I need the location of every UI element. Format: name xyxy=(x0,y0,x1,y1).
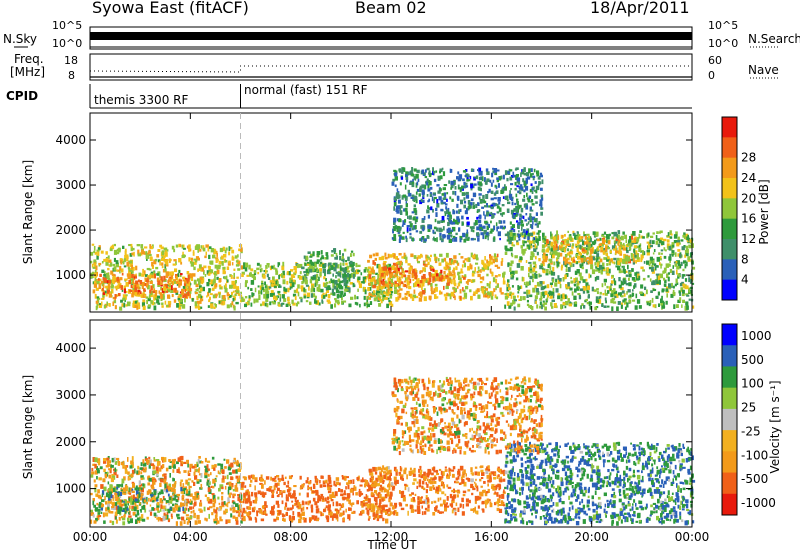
power-colorbar-tick-6: 24 xyxy=(741,171,756,185)
power-colorbar-tick-2: 8 xyxy=(741,252,749,266)
velocity-colorbar-tick-6: -100 xyxy=(741,448,768,462)
nave-tick-bottom: 0 xyxy=(708,69,715,82)
velocity-region-3 xyxy=(241,474,393,524)
velocity-colorbar-cell-1 xyxy=(722,324,737,346)
power-region-5 xyxy=(366,252,506,302)
xtick-label-3: 08:00 xyxy=(273,530,308,544)
power-ytick-label-1: 1000 xyxy=(55,268,86,282)
noise-left-tick-top: 10^5 xyxy=(52,19,83,32)
velocity-ytick-label-3: 3000 xyxy=(55,388,86,402)
xtick-label-7: 00:00 xyxy=(675,530,710,544)
power-colorbar-cell-2 xyxy=(722,137,737,159)
power-colorbar-tick-4: 16 xyxy=(741,212,756,226)
velocity-ytick-label-2: 2000 xyxy=(55,435,86,449)
power-region-9 xyxy=(391,167,544,244)
nave-label: Nave xyxy=(748,63,779,77)
power-colorbar-cell-4 xyxy=(722,178,737,199)
velocity-region-4 xyxy=(367,465,506,516)
xtick-label-2: 04:00 xyxy=(173,530,208,544)
power-ytick-label-3: 3000 xyxy=(55,178,86,192)
velocity-colorbar-tick-2: 500 xyxy=(741,353,764,367)
power-region-8 xyxy=(541,234,643,266)
xtick-label-1: 00:00 xyxy=(73,530,108,544)
velocity-region-2 xyxy=(97,486,193,514)
power-region-6 xyxy=(379,266,456,288)
noise-sky-label: N.Sky xyxy=(3,32,38,46)
x-axis-label: Time UT xyxy=(367,538,417,552)
xtick-label-6: 20:00 xyxy=(574,530,609,544)
velocity-colorbar-cell-7 xyxy=(722,451,737,474)
power-colorbar-tick-3: 12 xyxy=(741,232,756,246)
freq-label: Freq. xyxy=(14,52,44,66)
power-colorbar-tick-5: 20 xyxy=(741,191,756,205)
power-colorbar-tick-1: 4 xyxy=(741,273,749,287)
cpid-label: CPID xyxy=(6,89,39,103)
power-ytick-label-4: 4000 xyxy=(55,133,86,147)
power-ytick-label-2: 2000 xyxy=(55,223,86,237)
power-colorbar-cell-1 xyxy=(722,117,737,138)
power-colorbar-tick-7: 28 xyxy=(741,151,756,165)
velocity-colorbar-cell-6 xyxy=(722,430,737,452)
power-region-1 xyxy=(90,243,244,311)
freq-tick-top: 18 xyxy=(64,54,78,67)
beam-title: Beam 02 xyxy=(355,0,427,17)
power-colorbar-cell-8 xyxy=(722,259,737,281)
date-title: 18/Apr/2011 xyxy=(590,0,690,17)
freq-tick-bottom: 8 xyxy=(68,69,75,82)
noise-sky-trace xyxy=(90,32,692,40)
velocity-region-6 xyxy=(391,376,544,456)
velocity-colorbar-tick-8: -1000 xyxy=(741,496,776,510)
velocity-colorbar-cell-5 xyxy=(722,408,737,431)
velocity-region-5 xyxy=(504,441,696,526)
freq-panel-frame xyxy=(89,53,693,81)
xtick-label-4: 12:00 xyxy=(374,530,409,544)
velocity-colorbar-tick-3: 100 xyxy=(741,377,764,391)
power-colorbar-cell-6 xyxy=(722,218,737,240)
power-region-4 xyxy=(303,248,356,294)
cpid-program-1: themis 3300 RF xyxy=(94,93,189,107)
velocity-colorbar-cell-4 xyxy=(722,387,737,410)
freq-unit-label: [MHz] xyxy=(10,65,46,79)
power-colorbar-cell-9 xyxy=(722,279,737,301)
velocity-colorbar-tick-7: -500 xyxy=(741,472,768,486)
velocity-ytick-label-1: 1000 xyxy=(55,482,86,496)
power-colorbar-frame xyxy=(721,116,738,301)
velocity-colorbar-tick-1: 1000 xyxy=(741,329,772,343)
velocity-ytick-label-4: 4000 xyxy=(55,341,86,355)
power-region-3 xyxy=(240,261,395,309)
velocity-colorbar-cell-9 xyxy=(722,493,737,516)
xtick-label-5: 16:00 xyxy=(474,530,509,544)
velocity-colorbar-cell-8 xyxy=(722,472,737,495)
station-title: Syowa East (fitACF) xyxy=(92,0,249,17)
power-region-2 xyxy=(97,273,193,299)
power-colorbar-cell-5 xyxy=(722,198,737,220)
power-colorbar-cell-3 xyxy=(722,157,737,179)
noise-search-label: N.Search xyxy=(748,32,800,46)
velocity-colorbar-cell-3 xyxy=(722,366,737,389)
velocity-colorbar-frame xyxy=(721,323,738,516)
noise-right-tick-top: 10^5 xyxy=(708,19,739,32)
cpid-program-2: normal (fast) 151 RF xyxy=(244,83,368,97)
velocity-colorbar-cell-2 xyxy=(722,345,737,367)
noise-right-tick-bottom: 10^0 xyxy=(708,37,739,50)
noise-left-tick-bottom: 10^0 xyxy=(52,37,83,50)
power-region-7 xyxy=(504,230,696,312)
freq-trace xyxy=(89,65,692,73)
velocity-colorbar-tick-4: 25 xyxy=(741,401,756,415)
power-colorbar-cell-7 xyxy=(722,239,737,260)
velocity-colorbar-tick-5: -25 xyxy=(741,424,761,438)
nave-tick-top: 60 xyxy=(708,54,722,67)
